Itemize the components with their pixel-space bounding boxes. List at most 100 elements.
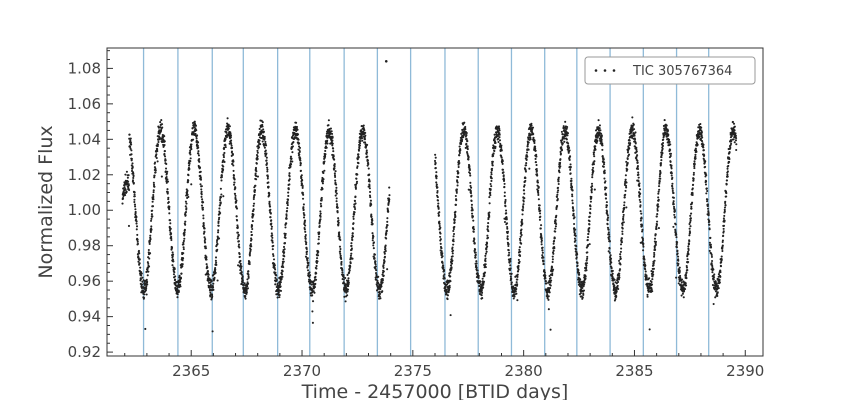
flux-point	[590, 195, 593, 199]
flux-point	[446, 294, 449, 297]
flux-point	[298, 153, 301, 156]
flux-point	[304, 235, 307, 238]
flux-point	[579, 292, 582, 295]
flux-point	[677, 262, 680, 265]
flux-point	[269, 216, 272, 219]
flux-point	[559, 158, 562, 161]
flux-point	[163, 140, 166, 143]
flux-point	[710, 255, 713, 258]
flux-point	[726, 167, 729, 170]
flux-point	[468, 172, 472, 175]
flux-point	[663, 134, 666, 137]
flux-point	[372, 235, 375, 238]
flux-point	[157, 140, 160, 144]
flux-point	[523, 192, 526, 195]
flux-point	[721, 247, 724, 250]
flux-point	[711, 259, 714, 263]
flux-point	[300, 176, 303, 179]
flux-point	[388, 186, 391, 189]
flux-point	[188, 167, 191, 171]
flux-point	[725, 192, 728, 195]
flux-point	[519, 235, 522, 238]
flux-point	[655, 215, 658, 218]
y-tick-label: 1.08	[68, 59, 101, 77]
flux-point	[724, 200, 727, 203]
flux-point	[224, 144, 227, 147]
flux-point	[636, 161, 639, 164]
flux-point	[341, 269, 344, 272]
flux-point	[589, 212, 592, 215]
flux-point	[452, 238, 455, 241]
flux-point	[448, 288, 451, 291]
flux-point	[544, 280, 547, 283]
flux-point	[636, 154, 639, 157]
flux-point	[551, 272, 554, 275]
flux-point	[282, 245, 286, 249]
flux-point	[453, 225, 456, 228]
flux-point	[308, 275, 311, 278]
flux-point	[306, 257, 309, 260]
flux-point	[357, 156, 360, 159]
flux-point	[586, 238, 589, 242]
flux-point	[342, 276, 345, 279]
flux-point	[298, 146, 302, 149]
flux-point	[723, 206, 727, 209]
flux-point	[618, 268, 622, 271]
flux-point	[591, 173, 594, 176]
flux-point	[670, 167, 673, 170]
flux-point	[363, 129, 366, 132]
flux-point	[179, 283, 182, 286]
flux-point	[542, 263, 545, 266]
flux-point	[722, 230, 725, 233]
flux-point	[692, 173, 695, 176]
flux-point	[518, 246, 521, 249]
flux-point	[164, 155, 167, 158]
flux-point	[624, 189, 627, 192]
flux-point	[524, 179, 527, 182]
flux-point	[338, 231, 341, 234]
flux-point	[559, 165, 562, 168]
flux-point	[301, 191, 304, 195]
flux-point	[571, 193, 574, 196]
flux-point	[638, 198, 641, 201]
flux-point	[282, 260, 285, 263]
flux-point	[438, 220, 441, 223]
flux-point	[583, 281, 586, 284]
flux-point	[319, 210, 322, 213]
flux-point	[260, 132, 263, 135]
flux-point	[338, 245, 342, 248]
flux-point	[172, 273, 175, 276]
flux-point	[583, 283, 586, 286]
flux-point	[190, 148, 193, 151]
flux-point	[568, 158, 571, 161]
flux-point	[521, 222, 524, 225]
flux-point	[219, 201, 222, 204]
flux-point	[434, 166, 437, 170]
flux-point	[256, 157, 259, 160]
flux-point	[537, 191, 540, 195]
flux-point	[657, 196, 660, 199]
flux-point	[247, 282, 250, 285]
flux-point	[506, 230, 510, 233]
flux-point	[263, 137, 266, 140]
flux-point	[682, 290, 686, 293]
flux-point	[698, 135, 701, 138]
flux-point	[638, 195, 641, 198]
flux-point	[708, 220, 711, 223]
flux-point	[656, 213, 659, 216]
flux-point	[234, 194, 237, 197]
flux-point	[466, 140, 469, 143]
flux-point	[250, 245, 253, 248]
flux-point	[586, 236, 590, 239]
flux-point	[460, 142, 463, 145]
flux-point	[544, 277, 547, 280]
flux-point	[310, 283, 313, 286]
flux-point	[255, 170, 258, 173]
flux-point	[623, 204, 626, 207]
flux-point	[675, 276, 678, 279]
flux-point	[229, 136, 232, 139]
flux-point	[547, 295, 550, 298]
flux-point	[434, 156, 437, 159]
flux-point	[580, 280, 584, 283]
flux-point	[340, 260, 343, 263]
